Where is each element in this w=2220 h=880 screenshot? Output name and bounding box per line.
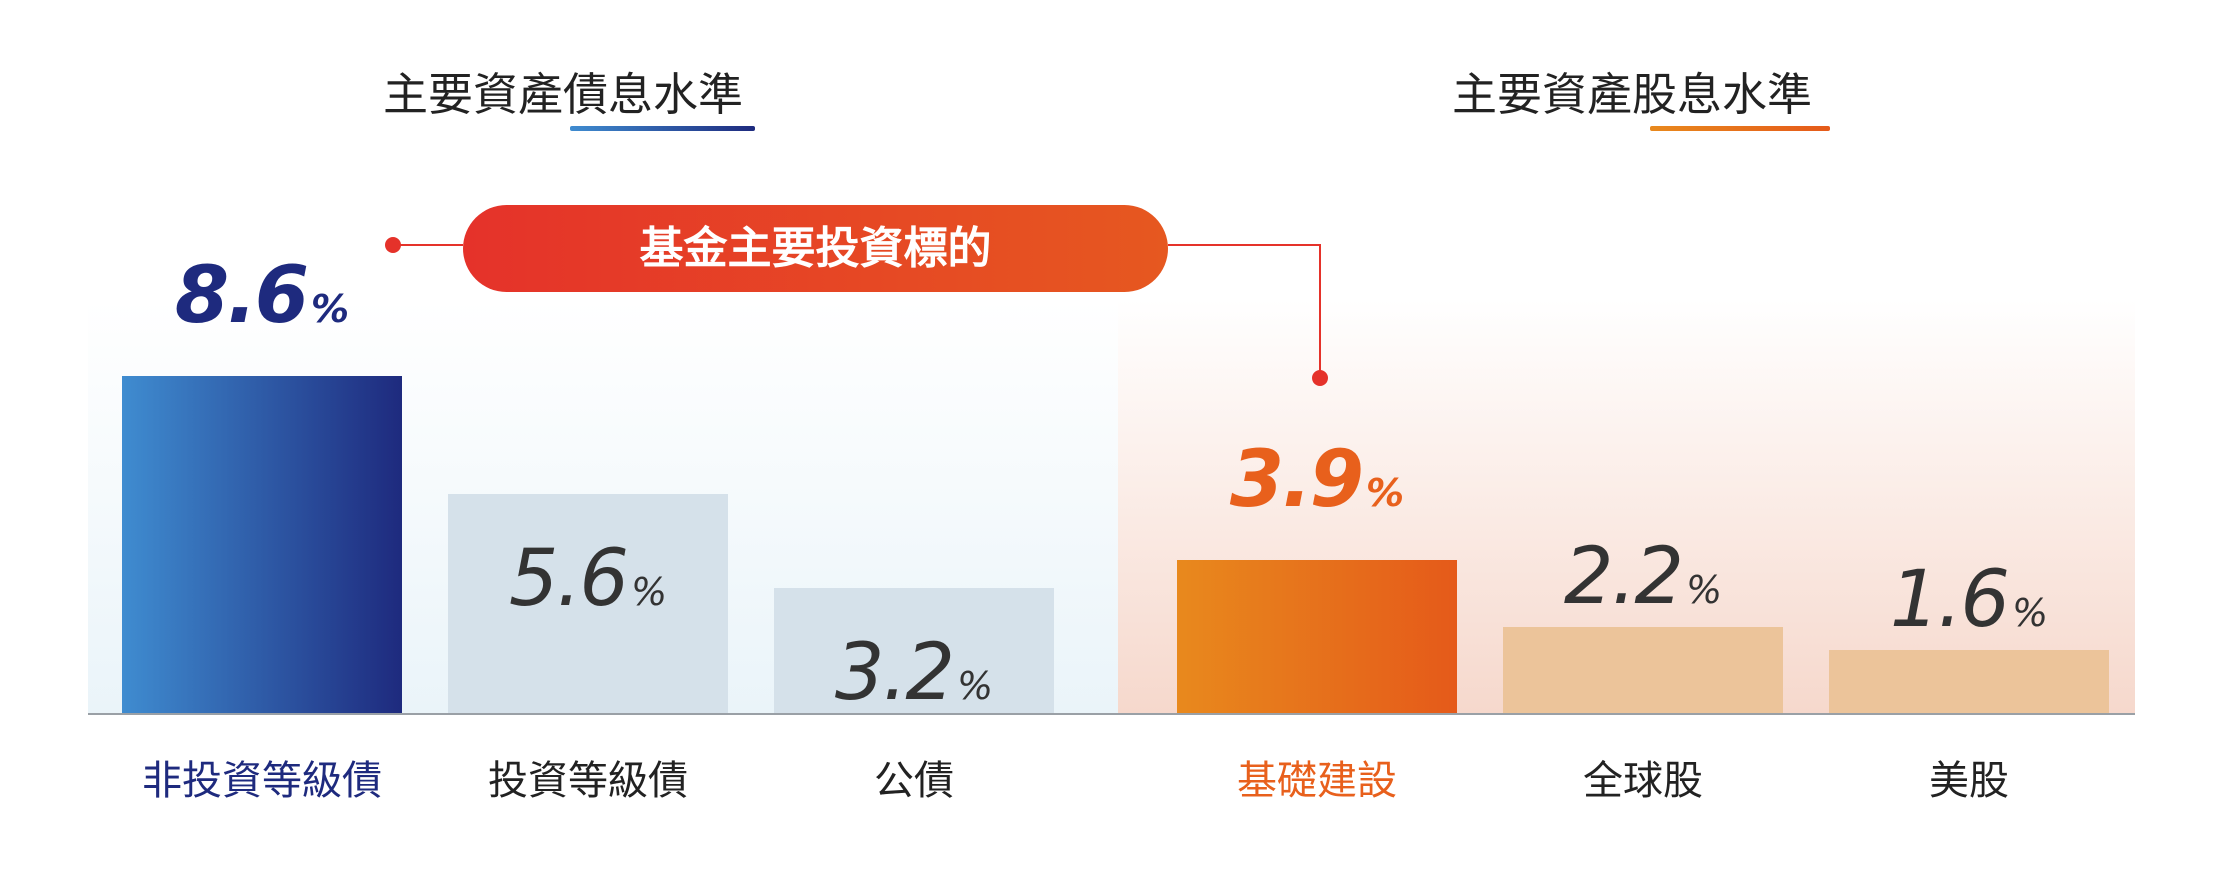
- value-number: 3.9: [1229, 435, 1364, 526]
- bar-equity-0: [1177, 560, 1457, 713]
- value-number: 5.6: [508, 533, 629, 624]
- x-axis-baseline: [88, 713, 2135, 715]
- value-unit: %: [2011, 591, 2049, 636]
- value-label: 8.6%: [122, 251, 402, 341]
- value-number: 1.6: [1889, 555, 2010, 646]
- category-label: 非投資等級債: [142, 758, 382, 804]
- category-label: 全球股: [1583, 758, 1703, 804]
- value-unit: %: [630, 569, 668, 614]
- connector-dot-right: [1312, 370, 1328, 386]
- category-label: 美股: [1929, 758, 2009, 804]
- bond-panel-title: 主要資產債息水準: [383, 68, 744, 121]
- bar-bond-2: [774, 587, 1054, 713]
- category-label: 基礎建設: [1237, 758, 1397, 804]
- value-number: 8.6: [174, 251, 309, 342]
- equity-panel-title: 主要資產股息水準: [1452, 68, 1813, 121]
- highlight-label: 基金主要投資標的: [463, 205, 1168, 292]
- bar-bond-1: [448, 493, 728, 713]
- bond-title-underline: [570, 126, 755, 131]
- value-unit: %: [1366, 471, 1405, 516]
- value-label: 3.9%: [1177, 435, 1457, 525]
- value-unit: %: [1685, 567, 1723, 612]
- connector-line-right: [1168, 244, 1321, 378]
- bar-bond-0: [122, 376, 402, 713]
- bar-equity-2: [1829, 650, 2109, 713]
- value-unit: %: [311, 287, 350, 332]
- category-label: 公債: [874, 758, 954, 804]
- value-label: 2.2%: [1503, 532, 1783, 622]
- value-unit: %: [956, 663, 994, 708]
- value-label: 5.6%: [448, 534, 728, 624]
- value-label: 3.2%: [774, 628, 1054, 718]
- bar-equity-1: [1503, 626, 1783, 713]
- category-label: 投資等級債: [488, 758, 688, 804]
- value-number: 2.2: [1563, 531, 1684, 622]
- connector-dot-left: [385, 237, 401, 253]
- equity-title-underline: [1650, 126, 1830, 131]
- value-label: 1.6%: [1829, 555, 2109, 645]
- value-number: 3.2: [834, 627, 955, 718]
